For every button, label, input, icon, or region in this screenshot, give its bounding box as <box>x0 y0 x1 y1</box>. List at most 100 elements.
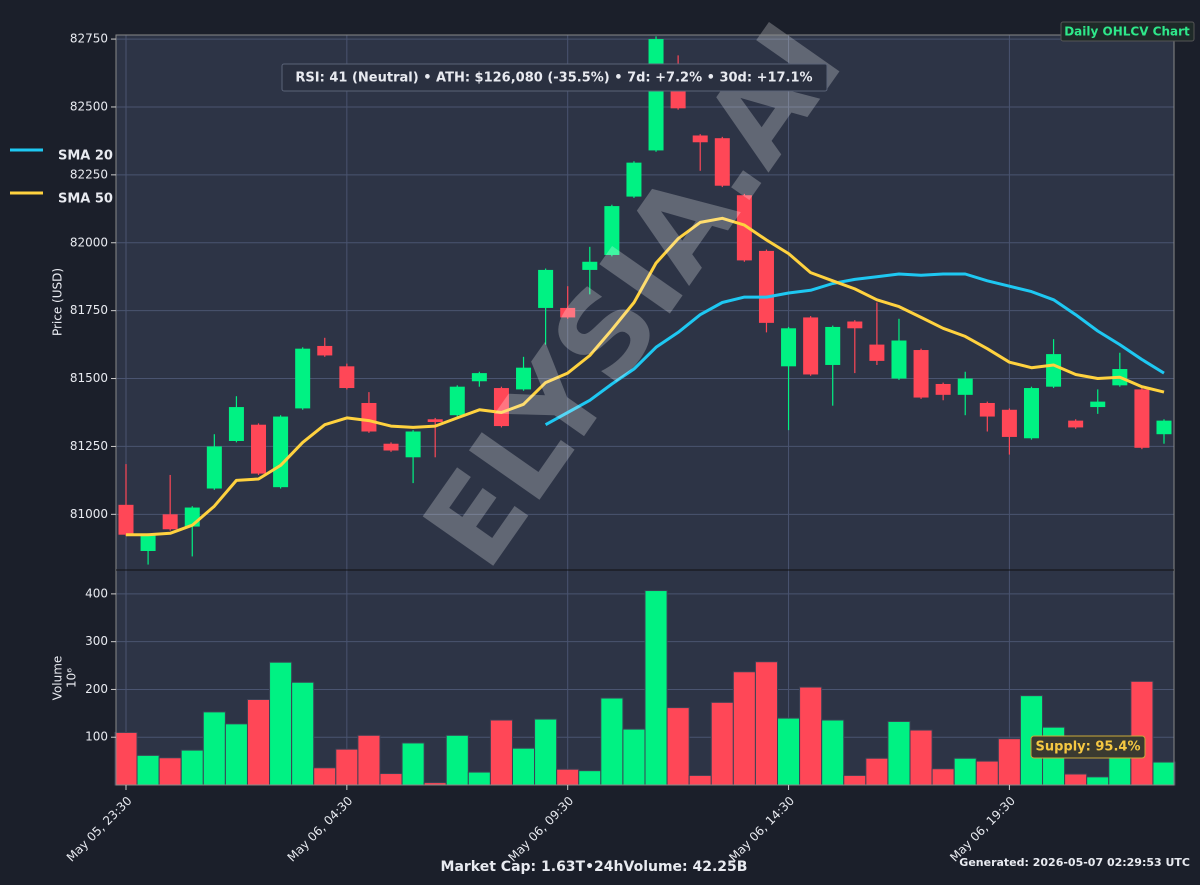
volume-bar <box>666 707 690 786</box>
sma-line <box>126 216 1165 537</box>
candle-body <box>206 446 222 489</box>
sma-line <box>544 272 1165 427</box>
volume-bar <box>799 686 823 786</box>
volume-bar <box>1130 680 1154 786</box>
volume-bar <box>843 774 867 786</box>
candle-body <box>781 328 797 367</box>
volume-bar <box>754 661 779 786</box>
volume-bar <box>887 720 911 786</box>
candle-body <box>273 416 289 488</box>
volume-bar <box>511 747 536 786</box>
candle-body <box>1046 354 1062 387</box>
annotation: RSI: 41 (Neutral) • ATH: $126,080 (-35.5… <box>295 71 812 86</box>
y-tick-label: 200 <box>85 682 108 696</box>
legend-label: SMA 20 <box>58 149 113 164</box>
candle-body <box>803 317 819 375</box>
volume-bar <box>136 754 160 786</box>
candle-body <box>1001 409 1017 437</box>
volume-bar <box>401 742 425 786</box>
volume-bar <box>1064 773 1088 786</box>
volume-bar <box>732 671 756 786</box>
volume-bar <box>467 771 491 786</box>
price-panel <box>116 35 1174 570</box>
volume-bar <box>821 719 845 786</box>
candle-body <box>560 307 576 318</box>
plot-frame <box>115 34 1175 786</box>
volume-bar <box>313 767 337 786</box>
y-tick-label: 300 <box>85 634 108 648</box>
y-tick-label: 81750 <box>70 303 108 317</box>
candle-body <box>1134 389 1150 448</box>
supply: Supply: 95.4% <box>1036 740 1141 755</box>
volume-bar <box>556 768 580 786</box>
volume-bar <box>114 731 138 786</box>
volume-bar <box>909 729 933 786</box>
volume-bar <box>710 701 734 786</box>
candle-body <box>1156 420 1172 435</box>
volume-bar <box>246 698 271 786</box>
candle-body <box>825 326 841 365</box>
x-tick-label: May 05, 23:30 <box>64 794 135 865</box>
candle-body <box>758 250 774 323</box>
candle-body <box>935 383 951 395</box>
volume-bar <box>224 723 248 786</box>
x-tick-label: May 06, 14:30 <box>726 794 797 865</box>
candle-body <box>869 344 885 361</box>
candle-body <box>427 419 443 422</box>
candle-body <box>405 431 421 458</box>
y-tick-label: 81500 <box>70 371 108 385</box>
volume-bar <box>357 734 381 786</box>
y-tick-label: 82500 <box>70 99 108 113</box>
volume-bar <box>534 718 558 786</box>
y-tick-label: 400 <box>85 586 108 600</box>
candle-body <box>582 261 598 270</box>
x-tick-label: May 06, 04:30 <box>285 794 356 865</box>
annotation-box <box>281 63 828 92</box>
volume-bar <box>202 711 226 786</box>
candle-body <box>538 269 554 308</box>
candle-body <box>493 388 509 427</box>
volume-bar <box>335 748 359 786</box>
candle-body <box>162 514 178 530</box>
volume-bar <box>1086 776 1110 786</box>
candle-body <box>471 373 487 382</box>
candle-body <box>957 378 973 395</box>
candle-body <box>1090 401 1106 408</box>
candle-body <box>361 402 377 432</box>
x-tick-label: May 06, 19:30 <box>947 794 1018 865</box>
volume-bar <box>975 760 999 786</box>
generated: Generated: 2026-05-07 02:29:53 UTC <box>959 856 1190 869</box>
volume-bar <box>865 757 889 786</box>
legend-label: SMA 50 <box>58 192 113 207</box>
market-cap: Market Cap: 1.63T•24hVolume: 42.25B <box>441 859 748 875</box>
candle-body <box>339 366 355 389</box>
y-tick-label: 100 <box>85 730 108 744</box>
volume-bar <box>180 749 204 786</box>
candle-body <box>449 386 465 416</box>
volume-bar <box>445 734 469 786</box>
volume-bar <box>489 719 513 786</box>
volume-bar <box>379 773 403 786</box>
volume-bar <box>291 681 315 786</box>
badge-box <box>1060 21 1195 42</box>
candle-body <box>383 443 399 451</box>
badge: Daily OHLCV Chart <box>1064 25 1190 39</box>
volume-bar <box>777 717 801 786</box>
volume-bar <box>997 738 1021 786</box>
y-tick-label: 82000 <box>70 235 108 249</box>
candle-body <box>140 534 156 551</box>
volume-bar <box>158 757 182 786</box>
candle-body <box>251 424 267 474</box>
volume-axis-label: Volume <box>51 656 65 701</box>
volume-bar <box>953 757 977 786</box>
candle-body <box>736 195 752 261</box>
candle-body <box>913 350 929 398</box>
candle-body <box>295 348 311 409</box>
volume-bar <box>1152 761 1176 786</box>
candle-body <box>1068 420 1084 428</box>
volume-bar <box>269 661 293 786</box>
candle-body <box>604 206 620 255</box>
volume-bar <box>578 770 602 786</box>
volume-bar <box>688 774 712 786</box>
